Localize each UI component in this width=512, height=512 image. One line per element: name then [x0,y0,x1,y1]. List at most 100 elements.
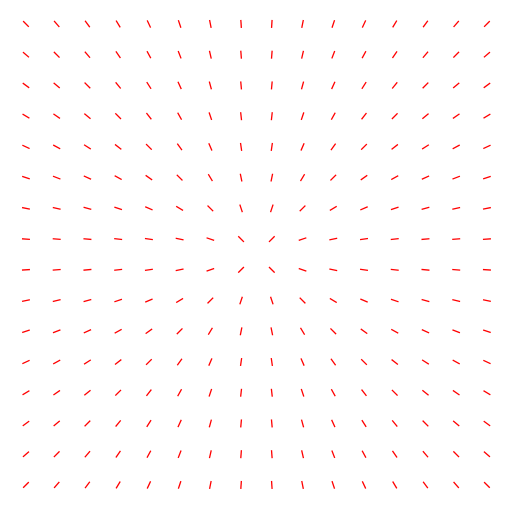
field-segment [53,450,60,458]
field-segment [298,267,307,272]
field-segment [391,51,398,59]
field-segment [52,299,61,303]
field-segment [52,206,61,210]
field-segment [84,82,91,89]
field-segment [270,173,274,182]
field-segment [482,206,491,210]
field-segment [421,268,430,271]
field-segment [53,389,61,396]
field-segment [360,143,368,151]
field-segment [240,81,243,90]
field-segment [21,268,31,271]
field-segment [83,389,91,396]
field-segment [421,238,430,241]
field-segment [177,50,182,59]
field-segment [392,20,398,28]
field-segment [114,143,122,150]
field-segment [453,481,460,489]
field-segment [390,175,399,181]
field-segment [452,144,461,150]
field-segment [360,298,368,303]
field-segment [331,19,336,28]
field-segment [237,235,245,243]
field-segment [22,481,30,489]
field-segment [53,82,61,89]
field-segment [208,112,213,121]
field-segment [175,237,184,241]
field-segment [270,450,273,459]
field-segment [452,238,461,241]
field-segment [329,297,338,304]
field-segment [421,298,430,303]
field-segment [115,481,121,489]
field-segment [145,358,153,366]
field-segment [22,390,30,396]
field-segment [329,327,337,335]
field-segment [206,267,215,272]
field-segment [22,144,30,150]
field-segment [52,359,61,365]
field-segment [269,296,274,305]
field-segment [361,419,367,428]
field-segment [21,206,31,210]
field-segment [482,268,491,271]
field-segment [391,143,399,150]
field-segment [22,113,30,119]
field-segment [422,420,429,427]
field-segment [300,419,305,428]
field-segment [301,19,304,29]
field-segment [361,20,367,28]
field-segment [329,205,338,211]
field-segment [144,206,153,211]
field-segment [360,206,368,211]
field-segment [482,329,491,334]
field-segment [361,81,367,90]
field-segment [21,299,31,302]
field-segment [390,206,399,211]
field-segment [52,144,61,150]
field-segment [177,81,182,90]
field-segment [300,112,305,121]
field-segment [483,51,491,58]
field-segment [452,268,461,271]
field-segment [239,357,243,367]
field-segment [331,81,336,90]
field-segment [330,358,337,366]
field-segment [115,419,122,427]
field-segment [361,450,367,459]
field-segment [361,112,367,120]
field-segment [361,481,367,489]
field-segment [22,51,30,58]
field-segment [115,450,121,458]
field-segment [207,297,214,304]
field-segment [114,359,122,365]
field-segment [421,206,430,211]
field-segment [22,451,30,458]
field-segment [177,388,183,397]
field-segment [145,174,153,181]
field-segment [175,268,184,272]
field-segment [53,20,60,28]
field-segment [359,237,369,241]
field-segment [270,480,273,489]
field-segment [331,480,336,489]
field-segment [452,113,460,119]
field-segment [360,174,368,181]
field-segment [421,359,430,365]
field-segment [452,82,460,89]
field-segment [239,327,243,336]
field-segment [483,359,491,365]
field-segment [270,388,273,397]
field-segment [83,206,92,211]
field-segment [421,144,430,150]
field-segment [146,81,152,90]
field-segment [300,81,305,90]
field-segment [52,268,61,271]
field-segment [83,268,92,271]
field-segment [177,112,183,120]
field-segment [452,359,461,365]
field-segment [270,357,274,367]
field-segment [146,450,152,459]
field-segment [301,480,304,489]
field-segment [83,298,92,303]
